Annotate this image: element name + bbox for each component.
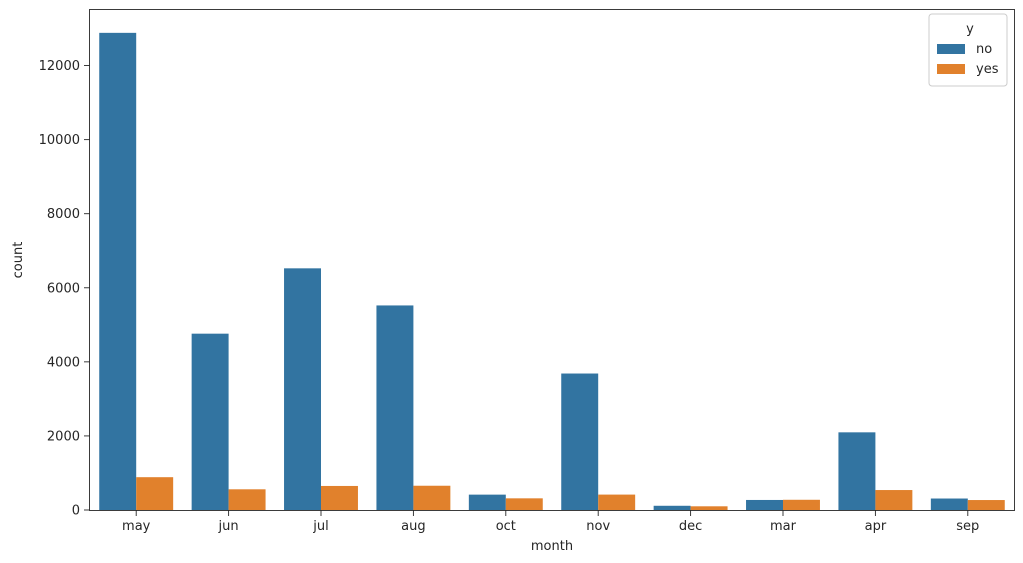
y-axis-label: count [11,242,26,279]
y-tick-label: 8000 [47,207,80,222]
y-axis: 0 2000 4000 6000 8000 10000 12000 [39,59,90,519]
bar-yes-dec [690,506,728,510]
x-tick-label-jul: jul [312,519,328,534]
bar-no-jun [191,333,229,510]
y-tick-label: 4000 [47,355,80,370]
x-tick-label-aug: aug [401,519,425,534]
y-tick-label: 6000 [47,281,80,296]
x-axis: may jun jul aug oct nov dec mar apr sep [122,510,979,534]
legend-title: y [966,22,974,37]
bar-no-oct [468,494,506,510]
legend-swatch-yes [937,64,965,74]
bar-yes-sep [967,500,1005,510]
bar-yes-apr [875,490,913,510]
legend-swatch-no [937,44,965,54]
x-tick-label-dec: dec [679,519,702,534]
y-tick-label: 10000 [39,133,80,148]
legend: y no yes [928,13,1008,87]
y-tick-label: 0 [72,504,80,519]
bar-no-may [99,32,137,510]
bar-yes-jul [321,485,358,510]
x-tick-label-nov: nov [586,519,610,534]
bar-no-mar [746,499,783,510]
y-tick-label: 2000 [47,429,80,444]
bar-yes-aug [413,485,451,510]
bar-yes-oct [505,498,543,510]
y-tick-label: 12000 [39,59,80,74]
bar-yes-may [136,477,174,510]
legend-label-yes: yes [976,62,999,77]
bar-no-nov [561,373,599,510]
bar-no-apr [838,432,876,510]
bar-no-sep [930,498,968,510]
bar-yes-jun [228,489,266,510]
bars-group [99,32,1005,510]
bar-yes-mar [783,499,820,510]
x-tick-label-may: may [122,519,151,534]
x-tick-label-oct: oct [496,519,516,534]
bar-no-aug [376,305,414,510]
x-tick-label-apr: apr [865,519,887,534]
legend-label-no: no [976,42,992,57]
x-axis-label: month [531,539,573,554]
x-tick-label-sep: sep [956,519,979,534]
bar-no-dec [653,505,691,510]
plot-frame [89,9,1015,511]
bar-yes-nov [598,494,636,510]
x-tick-label-jun: jun [218,519,239,534]
x-tick-label-mar: mar [770,519,797,534]
bar-no-jul [284,268,321,510]
